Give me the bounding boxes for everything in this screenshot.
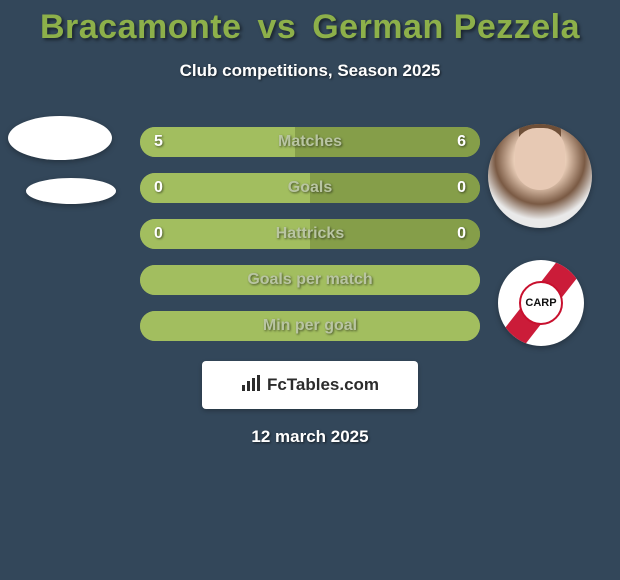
stat-bar: Goals00 [140, 173, 480, 203]
player2-avatar [488, 124, 592, 228]
bars-chart-icon [241, 375, 261, 391]
stat-value-left: 5 [154, 127, 163, 157]
stat-fill-left [140, 219, 310, 249]
subtitle: Club competitions, Season 2025 [0, 61, 620, 81]
stat-fill-left [140, 173, 310, 203]
player2-name: German Pezzela [312, 8, 580, 46]
stat-bar: Min per goal [140, 311, 480, 341]
brand-text: FcTables.com [267, 375, 379, 395]
stat-value-right: 0 [457, 173, 466, 203]
stat-fill-left [140, 311, 480, 341]
stat-value-right: 6 [457, 127, 466, 157]
player1-avatar [8, 116, 112, 160]
comparison-card: Bracamonte vs German Pezzela Club compet… [0, 0, 620, 580]
player1-club-badge [26, 178, 116, 204]
stat-fill-right [310, 219, 480, 249]
stat-fill-right [310, 173, 480, 203]
brand-icon [241, 375, 261, 396]
stat-bar: Hattricks00 [140, 219, 480, 249]
stat-fill-left [140, 265, 480, 295]
snapshot-date: 12 march 2025 [0, 427, 620, 447]
stat-value-left: 0 [154, 173, 163, 203]
stat-bar: Matches56 [140, 127, 480, 157]
stat-value-right: 0 [457, 219, 466, 249]
stat-fill-left [140, 127, 295, 157]
stat-bar: Goals per match [140, 265, 480, 295]
comparison-title: Bracamonte vs German Pezzela [0, 8, 620, 47]
player1-name: Bracamonte [40, 8, 242, 46]
stat-bars: Matches56Goals00Hattricks00Goals per mat… [140, 127, 480, 341]
title-vs: vs [257, 8, 296, 46]
club-badge-text: CARP [519, 281, 563, 325]
stat-fill-right [295, 127, 480, 157]
brand-footer: FcTables.com [202, 361, 418, 409]
stat-value-left: 0 [154, 219, 163, 249]
player2-club-badge: CARP [498, 260, 584, 346]
